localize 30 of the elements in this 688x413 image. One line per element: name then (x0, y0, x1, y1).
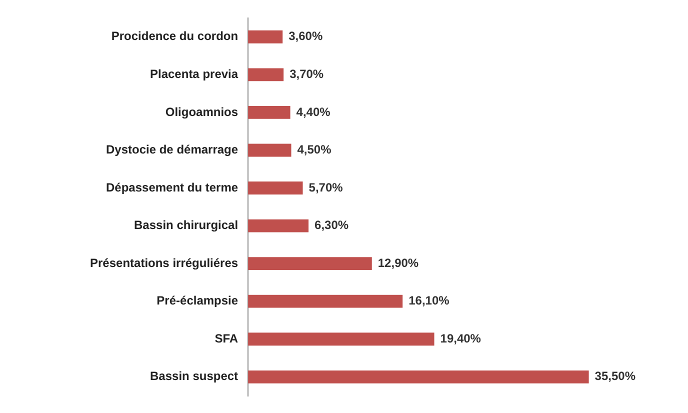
data-label: 12,90% (378, 256, 419, 270)
y-tick-label: Placenta previa (150, 66, 238, 81)
data-label: 3,70% (290, 66, 324, 81)
bar (248, 106, 290, 119)
bar (248, 332, 434, 346)
bar (248, 257, 372, 270)
data-label: 6,30% (314, 218, 349, 232)
y-tick-label: Oligoamnios (165, 104, 238, 119)
bar (248, 370, 589, 384)
y-tick-label: Bassin chirurgical (134, 218, 238, 232)
y-tick-label: Procidence du cordon (111, 29, 238, 44)
y-tick-label: SFA (214, 331, 238, 346)
bar (248, 68, 284, 82)
y-tick-label: Dépassement du terme (106, 180, 238, 194)
y-tick-label: Dystocie de démarrage (106, 142, 238, 157)
bar (248, 182, 303, 194)
y-tick-label: Pré-éclampsie (156, 294, 238, 308)
bar (248, 294, 403, 308)
bar (248, 30, 283, 44)
y-tick-label: Bassin suspect (150, 369, 238, 384)
data-label: 4,40% (296, 104, 331, 119)
data-label: 35,50% (594, 369, 636, 384)
data-label: 16,10% (408, 294, 450, 308)
y-tick-label: Présentations irréguliéres (90, 256, 238, 270)
bar (248, 144, 292, 157)
data-label: 4,50% (297, 142, 332, 157)
data-label: 3,60% (288, 29, 323, 44)
bar (248, 219, 309, 232)
data-label: 19,40% (440, 331, 482, 346)
data-label: 5,70% (308, 180, 344, 194)
